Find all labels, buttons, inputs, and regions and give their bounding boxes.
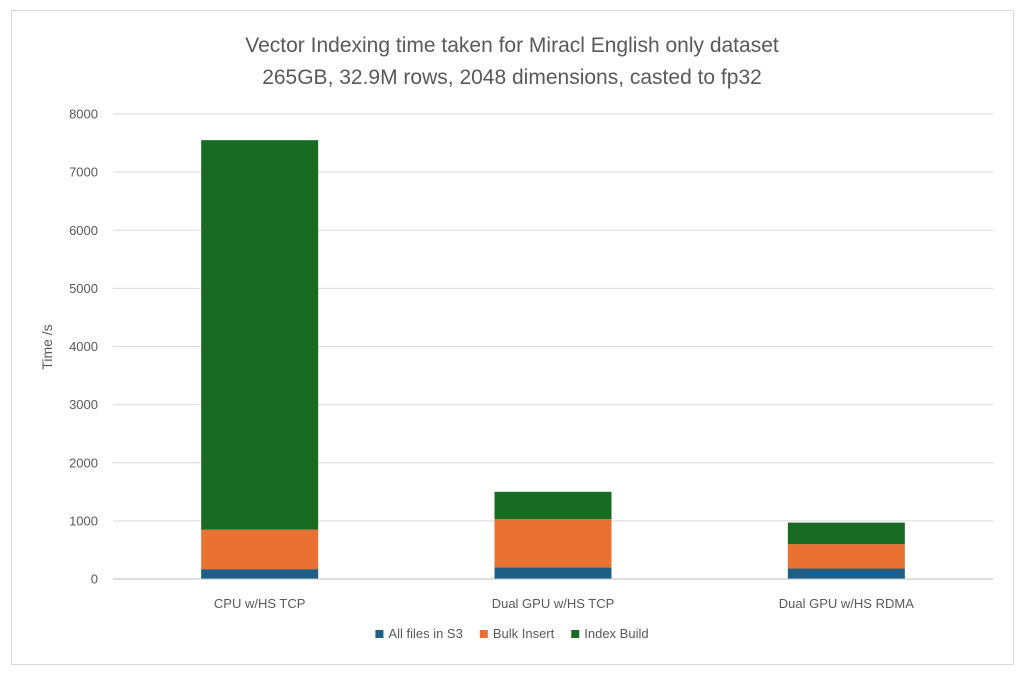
legend-label: All files in S3 xyxy=(388,626,462,641)
y-tick-label: 8000 xyxy=(69,107,98,122)
legend-swatch xyxy=(571,630,580,638)
legend-swatch xyxy=(375,630,384,638)
y-tick-label: 2000 xyxy=(69,455,98,470)
y-tick-label: 3000 xyxy=(69,397,98,412)
legend-swatch xyxy=(479,630,488,638)
bar-segment xyxy=(201,529,319,570)
y-tick-label: 0 xyxy=(91,572,98,587)
y-tick-label: 4000 xyxy=(69,339,98,354)
y-tick-label: 7000 xyxy=(69,165,98,180)
bar-segment xyxy=(201,569,319,579)
x-tick-label: Dual GPU w/HS TCP xyxy=(492,596,615,611)
bar-segment xyxy=(201,140,319,530)
chart-title-line-2: 265GB, 32.9M rows, 2048 dimensions, cast… xyxy=(262,66,762,89)
bar-segment xyxy=(787,544,905,569)
x-axis-ticks: CPU w/HS TCP Dual GPU w/HS TCP Dual GPU w/… xyxy=(214,596,914,611)
bar-segment xyxy=(494,519,612,568)
legend: All files in S3 Bulk Insert Index Build xyxy=(375,626,649,641)
y-axis-label: Time /s xyxy=(39,324,55,369)
y-axis-ticks: 0 1000 2000 3000 4000 5000 6000 7000 8000 xyxy=(69,107,98,587)
chart-title-line-1: Vector Indexing time taken for Miracl En… xyxy=(245,34,779,57)
y-tick-label: 6000 xyxy=(69,223,98,238)
legend-label: Index Build xyxy=(584,626,648,641)
x-tick-label: CPU w/HS TCP xyxy=(214,596,306,611)
x-tick-label: Dual GPU w/HS RDMA xyxy=(779,596,914,611)
bars xyxy=(201,140,905,579)
bar-segment xyxy=(494,491,612,520)
y-tick-label: 5000 xyxy=(69,281,98,296)
bar-segment xyxy=(787,522,905,545)
legend-label: Bulk Insert xyxy=(493,626,555,641)
bar-segment xyxy=(787,568,905,579)
y-tick-label: 1000 xyxy=(69,513,98,528)
bar-segment xyxy=(494,567,612,579)
